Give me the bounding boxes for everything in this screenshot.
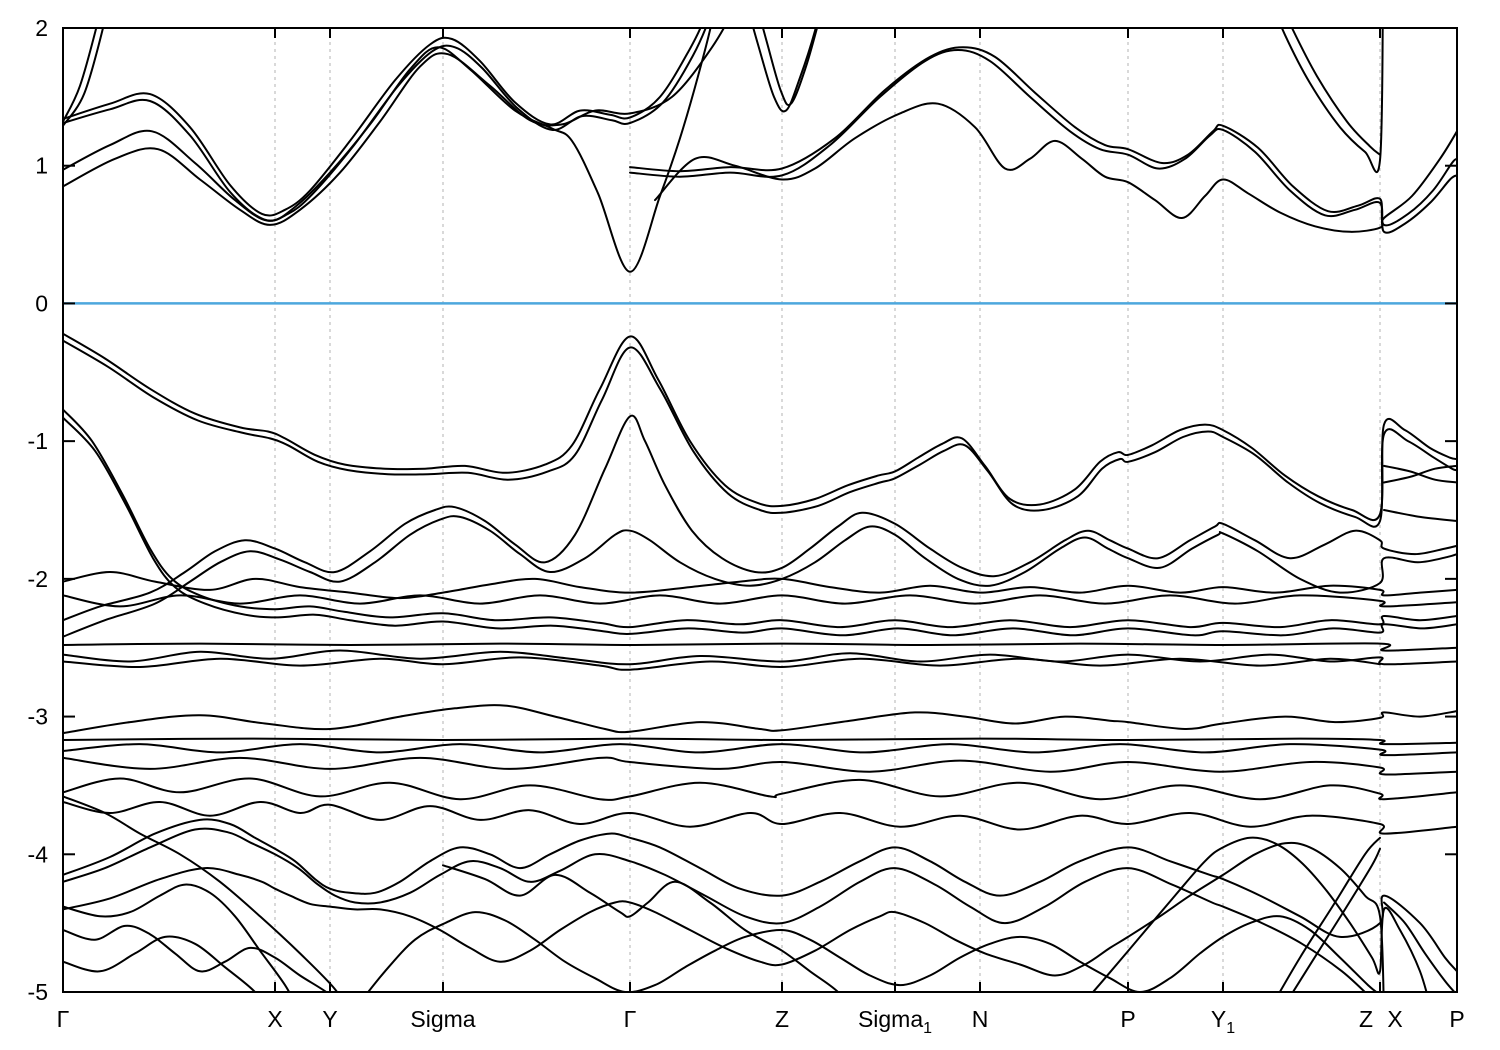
band-line — [63, 515, 1457, 638]
band-line — [63, 827, 1367, 992]
band-line — [63, 571, 1457, 600]
band-line — [1278, 836, 1381, 992]
band-line — [63, 416, 1457, 637]
band-line — [654, 102, 1457, 233]
band-line — [63, 737, 1457, 746]
x-tick-label: P — [1449, 1006, 1464, 1032]
band-line — [63, 28, 726, 226]
band-line — [63, 777, 1457, 801]
y-tick-label: -1 — [28, 428, 48, 454]
y-tick-label: -5 — [28, 979, 48, 1005]
band-line — [761, 28, 819, 107]
x-tick-label: X — [267, 1006, 282, 1032]
band-line — [63, 656, 1381, 671]
band-line — [1383, 901, 1456, 992]
band-line — [63, 756, 1457, 776]
y-tick-label: 1 — [35, 153, 48, 179]
band-line — [1091, 836, 1428, 992]
band-line — [63, 28, 707, 222]
x-tick-label: X — [1387, 1006, 1402, 1032]
band-line — [63, 28, 105, 127]
y-tick-label: -3 — [28, 704, 48, 730]
band-line — [1383, 464, 1457, 484]
x-tick-label: Γ — [57, 1006, 70, 1032]
x-tick-label: Sigma1 — [858, 1006, 932, 1037]
band-line — [63, 818, 1457, 973]
band-line — [1290, 28, 1381, 156]
band-line — [1280, 28, 1384, 174]
band-lines — [63, 28, 1457, 992]
band-line — [63, 935, 257, 992]
x-tick-label: P — [1120, 1006, 1135, 1032]
band-line — [629, 46, 1457, 227]
band-line — [63, 924, 328, 992]
band-line — [1383, 464, 1457, 484]
x-tick-label: N — [972, 1006, 989, 1032]
x-tick-label: Y1 — [1211, 1006, 1235, 1037]
y-tick-label: -4 — [28, 841, 49, 867]
band-line — [752, 28, 817, 113]
band-line — [366, 911, 1378, 992]
band-line — [63, 704, 1457, 735]
plot-border — [62, 27, 1458, 993]
band-line — [1383, 509, 1457, 522]
band-line — [1291, 847, 1381, 992]
x-axis-labels: Γ X Y Sigma Γ Z Sigma1 N P Y1 Z X P — [57, 1006, 1465, 1037]
band-line — [63, 841, 1385, 992]
band-line — [63, 414, 1457, 622]
band-line — [63, 642, 1457, 652]
band-line — [63, 800, 1457, 835]
y-axis-labels: 2 1 0 -1 -2 -3 -4 -5 — [28, 15, 49, 1005]
band-line — [63, 795, 339, 992]
x-tick-label: Sigma — [410, 1006, 475, 1032]
band-line — [63, 28, 98, 123]
y-tick-label: -2 — [28, 566, 48, 592]
axis-ticks — [63, 27, 1457, 993]
y-tick-label: 2 — [35, 15, 48, 41]
y-tick-label: 0 — [35, 290, 48, 316]
x-tick-label: Y — [322, 1006, 337, 1032]
band-line — [442, 864, 840, 992]
x-tick-label: Γ — [624, 1006, 637, 1032]
band-line — [63, 883, 291, 992]
x-tick-label: Z — [775, 1006, 789, 1032]
band-line — [63, 339, 1457, 528]
x-tick-label: Z — [1359, 1006, 1373, 1032]
band-line — [63, 649, 1457, 666]
band-line — [63, 332, 1457, 521]
band-line — [63, 594, 1457, 608]
band-line — [63, 743, 1457, 757]
